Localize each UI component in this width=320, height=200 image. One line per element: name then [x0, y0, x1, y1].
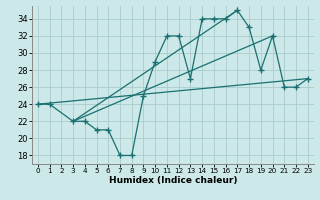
X-axis label: Humidex (Indice chaleur): Humidex (Indice chaleur): [108, 176, 237, 185]
